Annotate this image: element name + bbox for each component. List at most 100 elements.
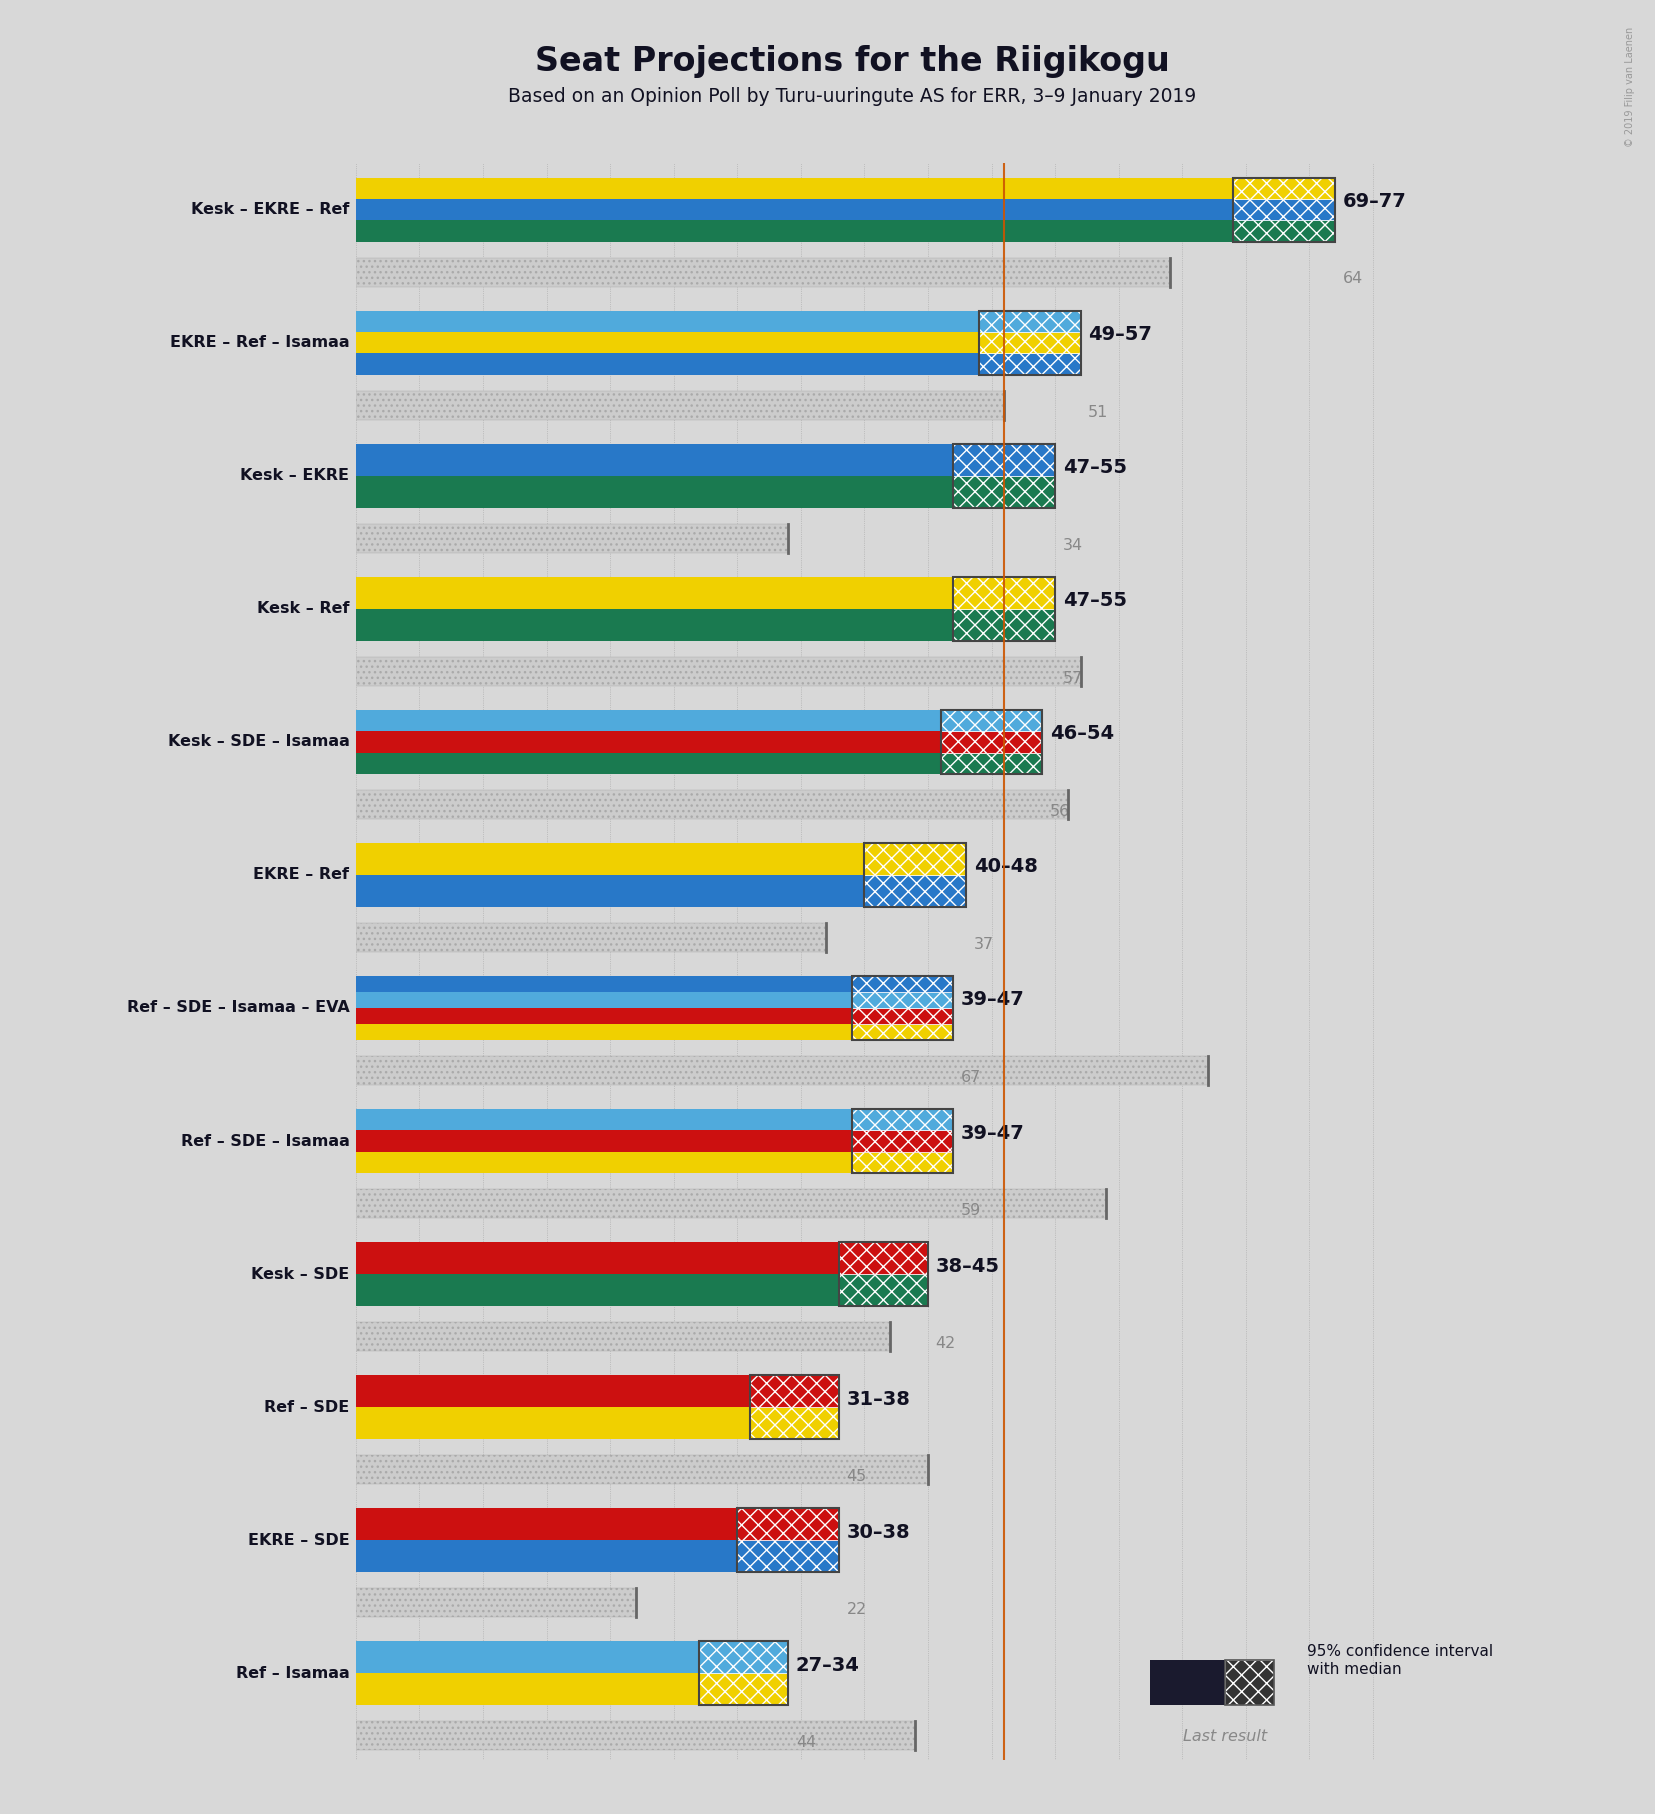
- Text: Kesk – SDE: Kesk – SDE: [252, 1266, 349, 1281]
- Bar: [940, 709, 1043, 775]
- Bar: [356, 1540, 736, 1573]
- Bar: [356, 390, 1005, 421]
- Bar: [356, 610, 953, 640]
- Bar: [356, 1130, 852, 1152]
- Bar: [356, 1056, 1208, 1085]
- Text: Kesk – EKRE: Kesk – EKRE: [240, 468, 349, 483]
- Text: 39–47: 39–47: [962, 1123, 1024, 1143]
- Text: Ref – SDE – Isamaa – EVA: Ref – SDE – Isamaa – EVA: [127, 1001, 349, 1016]
- Bar: [356, 992, 852, 1009]
- Bar: [852, 976, 953, 1039]
- Bar: [356, 1009, 852, 1023]
- Text: 44: 44: [796, 1734, 816, 1751]
- Bar: [1233, 221, 1336, 241]
- Bar: [356, 657, 1081, 686]
- Bar: [356, 1587, 636, 1618]
- Bar: [852, 1152, 953, 1174]
- Bar: [953, 444, 1056, 475]
- Text: 46–54: 46–54: [1049, 724, 1114, 744]
- Bar: [839, 1273, 928, 1306]
- Bar: [736, 1507, 839, 1573]
- Text: Ref – Isamaa: Ref – Isamaa: [235, 1665, 349, 1680]
- Bar: [1233, 178, 1336, 241]
- Bar: [1233, 200, 1336, 221]
- Text: Last result: Last result: [1183, 1729, 1266, 1743]
- Text: Ref – SDE: Ref – SDE: [265, 1400, 349, 1415]
- Text: 30–38: 30–38: [847, 1522, 910, 1542]
- Text: 64: 64: [1342, 272, 1362, 287]
- Bar: [1225, 1660, 1274, 1705]
- Bar: [356, 1108, 852, 1130]
- Bar: [356, 1243, 839, 1273]
- Bar: [356, 577, 953, 610]
- Bar: [736, 1507, 839, 1540]
- Bar: [940, 731, 1043, 753]
- Bar: [356, 524, 788, 553]
- Bar: [953, 577, 1056, 640]
- Bar: [356, 789, 1067, 820]
- Bar: [1150, 1660, 1225, 1705]
- Bar: [356, 1642, 698, 1673]
- Bar: [356, 1455, 928, 1484]
- Text: Kesk – SDE – Isamaa: Kesk – SDE – Isamaa: [167, 735, 349, 749]
- Bar: [750, 1375, 839, 1408]
- Bar: [852, 992, 953, 1009]
- Text: 31–38: 31–38: [847, 1390, 910, 1409]
- Bar: [953, 475, 1056, 508]
- Text: © 2019 Filip van Laenen: © 2019 Filip van Laenen: [1625, 27, 1635, 147]
- Bar: [864, 844, 967, 874]
- Text: Based on an Opinion Poll by Turu-uuringute AS for ERR, 3–9 January 2019: Based on an Opinion Poll by Turu-uuringu…: [508, 87, 1197, 105]
- Bar: [864, 844, 967, 907]
- Text: 22: 22: [847, 1602, 867, 1616]
- Bar: [839, 1243, 928, 1273]
- Text: 45: 45: [847, 1469, 867, 1484]
- Text: 69–77: 69–77: [1342, 192, 1407, 212]
- Text: 47–55: 47–55: [1063, 459, 1127, 477]
- Bar: [736, 1540, 839, 1573]
- Bar: [1225, 1660, 1274, 1705]
- Bar: [356, 976, 852, 992]
- Bar: [852, 1023, 953, 1039]
- Bar: [356, 475, 953, 508]
- Bar: [356, 178, 1233, 200]
- Bar: [953, 577, 1056, 610]
- Text: 47–55: 47–55: [1063, 591, 1127, 611]
- Bar: [356, 874, 864, 907]
- Bar: [852, 1009, 953, 1023]
- Bar: [356, 709, 940, 731]
- Text: 67: 67: [962, 1070, 981, 1085]
- Bar: [953, 444, 1056, 508]
- Bar: [356, 1322, 890, 1351]
- Text: 59: 59: [962, 1203, 981, 1217]
- Bar: [356, 731, 940, 753]
- Bar: [839, 1243, 928, 1306]
- Text: 37: 37: [973, 936, 995, 952]
- Bar: [356, 1507, 736, 1540]
- Bar: [864, 874, 967, 907]
- Text: Seat Projections for the Riigikogu: Seat Projections for the Riigikogu: [535, 45, 1170, 78]
- Bar: [698, 1642, 788, 1705]
- Text: 95% confidence interval
with median: 95% confidence interval with median: [1307, 1643, 1493, 1676]
- Text: 56: 56: [1049, 804, 1071, 818]
- Bar: [356, 923, 826, 952]
- Text: 40–48: 40–48: [973, 858, 1038, 876]
- Bar: [750, 1375, 839, 1439]
- Bar: [356, 1023, 852, 1039]
- Bar: [356, 1152, 852, 1174]
- Bar: [852, 1108, 953, 1174]
- Bar: [356, 1188, 1106, 1219]
- Bar: [978, 354, 1081, 375]
- Bar: [750, 1408, 839, 1439]
- Text: 57: 57: [1063, 671, 1082, 686]
- Text: 38–45: 38–45: [935, 1257, 1000, 1275]
- Text: 49–57: 49–57: [1089, 325, 1152, 345]
- Bar: [1233, 178, 1336, 200]
- Bar: [852, 1130, 953, 1152]
- Bar: [356, 1408, 750, 1439]
- Text: Kesk – Ref: Kesk – Ref: [257, 602, 349, 617]
- Text: 27–34: 27–34: [796, 1656, 859, 1674]
- Text: 34: 34: [1063, 537, 1082, 553]
- Text: EKRE – Ref: EKRE – Ref: [253, 867, 349, 882]
- Bar: [356, 332, 978, 354]
- Text: EKRE – SDE: EKRE – SDE: [248, 1533, 349, 1547]
